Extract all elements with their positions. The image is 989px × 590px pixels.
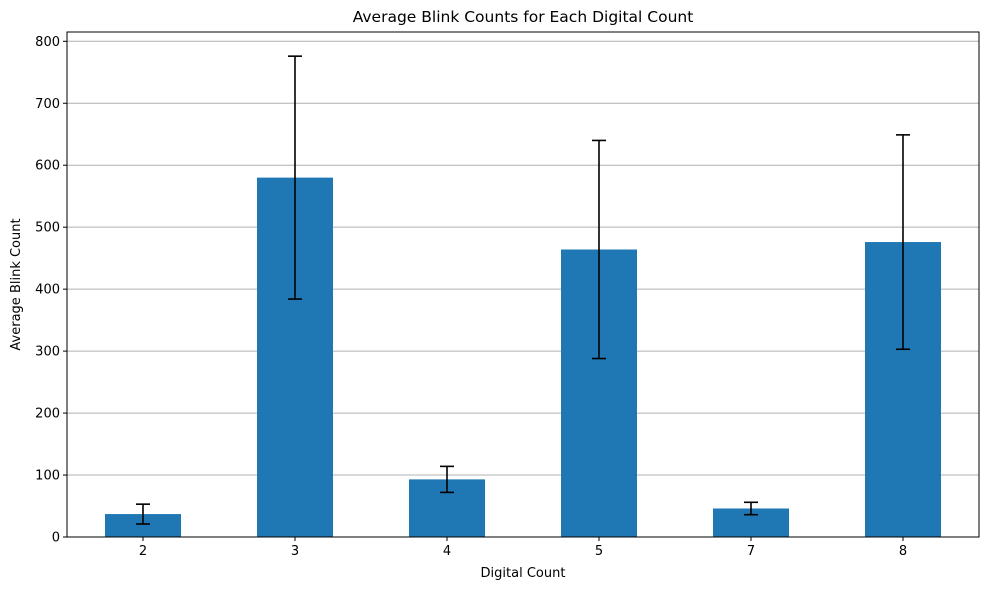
error-bar-7 — [744, 501, 758, 516]
error-bar-4 — [440, 465, 454, 494]
x-tick-label: 4 — [443, 544, 451, 559]
y-axis-label: Average Blink Count — [9, 218, 24, 350]
y-tick-label: 400 — [35, 283, 60, 298]
gridlines — [67, 40, 979, 538]
x-axis-ticks: 2 3 4 5 7 8 — [139, 537, 907, 559]
chart-title: Average Blink Counts for Each Digital Co… — [353, 8, 694, 26]
y-tick-label: 300 — [35, 345, 60, 360]
y-axis-ticks: 0 100 200 300 400 500 600 700 800 — [35, 35, 67, 546]
y-tick-label: 700 — [35, 97, 60, 112]
x-tick-label: 7 — [747, 544, 755, 559]
error-bar-2 — [136, 503, 150, 525]
x-tick-label: 2 — [139, 544, 147, 559]
plot-frame — [66, 31, 980, 538]
x-axis-label: Digital Count — [481, 566, 566, 581]
bars — [105, 177, 941, 538]
x-tick-label: 3 — [291, 544, 299, 559]
x-tick-label: 8 — [899, 544, 907, 559]
y-tick-label: 500 — [35, 221, 60, 236]
error-bars — [136, 55, 910, 525]
x-tick-label: 5 — [595, 544, 603, 559]
y-tick-label: 100 — [35, 469, 60, 484]
bar-2 — [105, 514, 181, 537]
error-bar-3 — [288, 55, 302, 300]
y-tick-label: 200 — [35, 407, 60, 422]
error-bar-5 — [592, 139, 606, 360]
y-tick-label: 800 — [35, 35, 60, 50]
y-tick-label: 0 — [52, 531, 60, 546]
error-bar-8 — [896, 134, 910, 351]
y-tick-label: 600 — [35, 159, 60, 174]
